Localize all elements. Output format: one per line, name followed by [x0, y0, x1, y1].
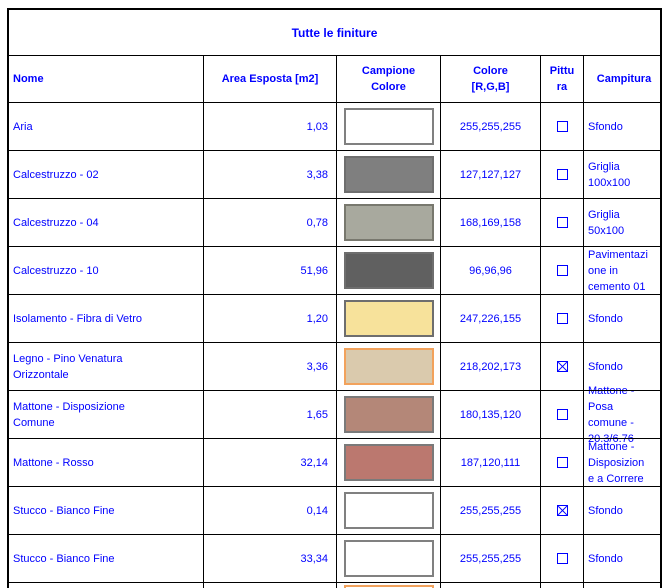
rgb-value: 255,255,255 — [459, 504, 522, 517]
table-row: Legno - Pino Venatura Orizzontale 3,36 2… — [9, 343, 660, 391]
checkbox-unchecked-icon — [556, 217, 568, 228]
area-value: 33,34 — [300, 552, 328, 565]
campitura-value: Mattone - Posa comune - 20.3/6.76 — [588, 384, 635, 445]
area-value: 1,65 — [306, 408, 328, 421]
rgb-value: 127,127,127 — [459, 168, 522, 181]
partial-row-swatch — [343, 585, 434, 588]
column-header-campione-colore: Campione Colore — [337, 56, 441, 102]
color-swatch — [343, 396, 434, 433]
checkbox-checked-icon — [556, 361, 568, 372]
finish-name: Isolamento - Fibra di Vetro — [13, 312, 143, 325]
table-row: Isolamento - Fibra di Vetro 1,20 247,226… — [9, 295, 660, 343]
table-row: Calcestruzzo - 04 0,78 168,169,158 Grigl… — [9, 199, 660, 247]
pittura-checkbox[interactable] — [556, 217, 568, 228]
table-header-row: Nome Area Esposta [m2] Campione Colore C… — [9, 56, 660, 103]
checkbox-unchecked-icon — [556, 121, 568, 132]
color-swatch — [343, 156, 434, 193]
campitura-value: Griglia 100x100 — [588, 160, 631, 189]
pittura-checkbox[interactable] — [556, 457, 568, 468]
table-row: Aria 1,03 255,255,255 Sfondo — [9, 103, 660, 151]
table-row: Calcestruzzo - 02 3,38 127,127,127 Grigl… — [9, 151, 660, 199]
rgb-value: 218,202,173 — [459, 360, 522, 373]
table-row-partial — [9, 583, 660, 588]
checkbox-unchecked-icon — [556, 265, 568, 276]
color-swatch — [343, 348, 434, 385]
color-swatch — [343, 540, 434, 577]
column-header-pittura: Pittu ra — [541, 56, 584, 102]
column-header-colore-rgb: Colore [R,G,B] — [441, 56, 541, 102]
pittura-checkbox[interactable] — [556, 265, 568, 276]
color-swatch — [343, 444, 434, 481]
area-value: 1,03 — [306, 120, 328, 133]
area-value: 0,14 — [306, 504, 328, 517]
table-title-row: Tutte le finiture — [9, 10, 660, 56]
area-value: 0,78 — [306, 216, 328, 229]
rgb-value: 168,169,158 — [459, 216, 522, 229]
pittura-checkbox[interactable] — [556, 409, 568, 420]
color-swatch — [343, 204, 434, 241]
column-header-campitura: Campitura — [596, 73, 652, 85]
table-row: Calcestruzzo - 10 51,96 96,96,96 Pavimen… — [9, 247, 660, 295]
finish-name: Calcestruzzo - 10 — [13, 264, 99, 277]
pittura-checkbox[interactable] — [556, 361, 568, 372]
pittura-checkbox[interactable] — [556, 505, 568, 516]
campitura-value: Sfondo — [588, 360, 623, 373]
table-row: Stucco - Bianco Fine 33,34 255,255,255 S… — [9, 535, 660, 583]
finishes-table: Tutte le finiture Nome Area Esposta [m2]… — [7, 8, 662, 588]
color-swatch — [343, 108, 434, 145]
checkbox-unchecked-icon — [556, 169, 568, 180]
checkbox-unchecked-icon — [556, 457, 568, 468]
area-value: 32,14 — [300, 456, 328, 469]
pittura-checkbox[interactable] — [556, 553, 568, 564]
area-value: 3,36 — [306, 360, 328, 373]
table-body: Aria 1,03 255,255,255 Sfondo Calcestruzz… — [9, 103, 660, 583]
rgb-value: 187,120,111 — [460, 456, 521, 469]
column-header-area-esposta: Area Esposta [m2] — [204, 56, 337, 102]
pittura-checkbox[interactable] — [556, 169, 568, 180]
area-value: 3,38 — [306, 168, 328, 181]
rgb-value: 255,255,255 — [459, 120, 522, 133]
campitura-value: Sfondo — [588, 312, 623, 325]
finish-name: Calcestruzzo - 02 — [13, 168, 99, 181]
checkbox-unchecked-icon — [556, 313, 568, 324]
table-title: Tutte le finiture — [291, 25, 378, 40]
area-value: 51,96 — [300, 264, 328, 277]
campitura-value: Mattone - Disposizion e a Correre — [588, 440, 645, 485]
checkbox-unchecked-icon — [556, 409, 568, 420]
table-row: Mattone - Disposizione Comune 1,65 180,1… — [9, 385, 660, 445]
campitura-value: Sfondo — [588, 120, 623, 133]
campitura-value: Pavimentazi one in cemento 01 — [588, 248, 648, 293]
rgb-value: 96,96,96 — [469, 264, 512, 277]
finish-name: Aria — [13, 120, 33, 133]
checkbox-checked-icon — [556, 505, 568, 516]
campitura-value: Sfondo — [588, 504, 623, 517]
area-value: 1,20 — [306, 312, 328, 325]
campitura-value: Sfondo — [588, 552, 623, 565]
rgb-value: 255,255,255 — [459, 552, 522, 565]
finish-name: Mattone - Disposizione Comune — [13, 400, 125, 429]
color-swatch — [343, 492, 434, 529]
column-header-nome: Nome — [9, 56, 204, 102]
table-row: Stucco - Bianco Fine 0,14 255,255,255 Sf… — [9, 487, 660, 535]
finish-name: Calcestruzzo - 04 — [13, 216, 99, 229]
table-row: Mattone - Rosso 32,14 187,120,111 Matton… — [9, 439, 660, 487]
checkbox-unchecked-icon — [556, 553, 568, 564]
color-swatch — [343, 300, 434, 337]
finish-name: Mattone - Rosso — [13, 456, 94, 469]
rgb-value: 180,135,120 — [459, 408, 522, 421]
rgb-value: 247,226,155 — [459, 312, 522, 325]
color-swatch — [343, 252, 434, 289]
pittura-checkbox[interactable] — [556, 313, 568, 324]
finish-name: Legno - Pino Venatura Orizzontale — [13, 352, 123, 381]
finish-name: Stucco - Bianco Fine — [13, 504, 115, 517]
campitura-value: Griglia 50x100 — [588, 208, 625, 237]
pittura-checkbox[interactable] — [556, 121, 568, 132]
finish-name: Stucco - Bianco Fine — [13, 552, 115, 565]
